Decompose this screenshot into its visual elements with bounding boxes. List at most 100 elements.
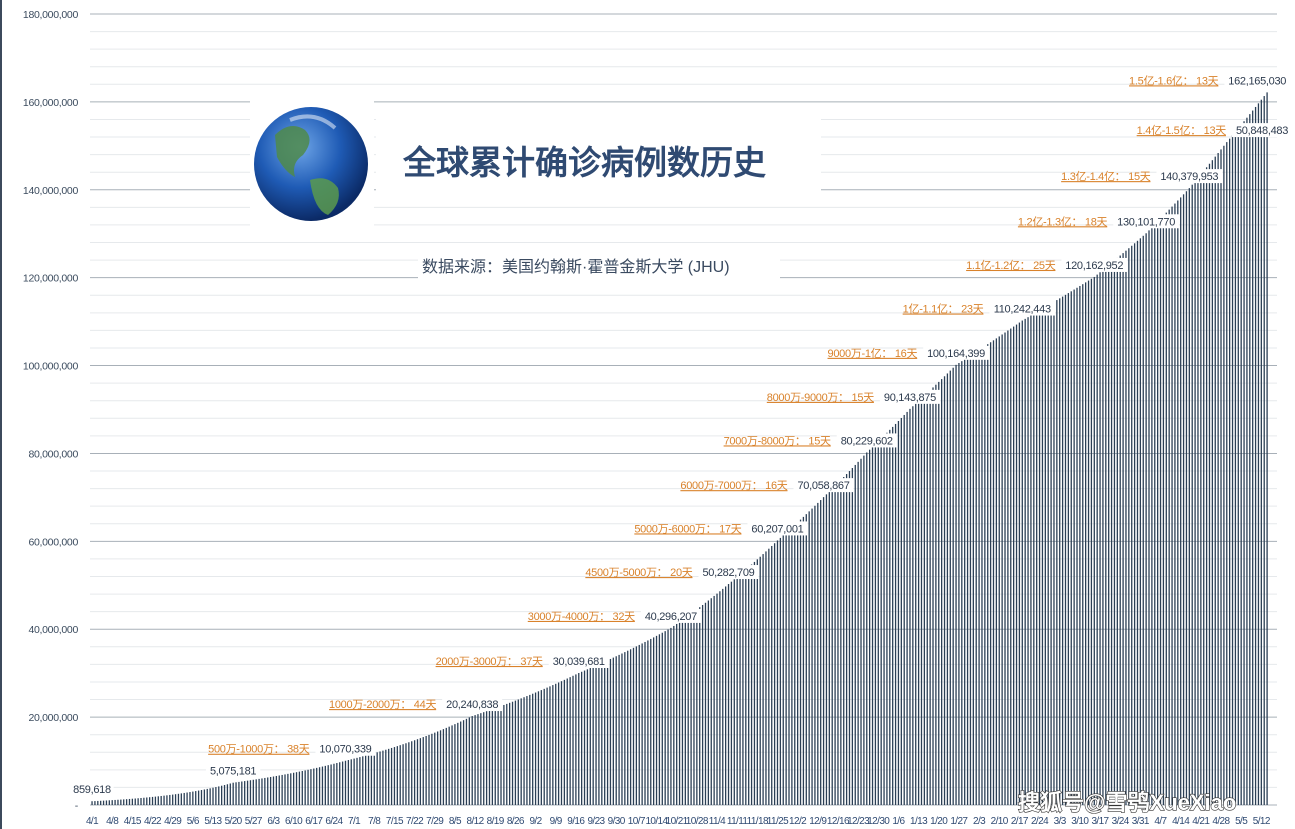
- bar: [854, 464, 856, 805]
- bar: [166, 795, 168, 805]
- bar: [123, 799, 125, 805]
- bar: [313, 768, 315, 805]
- range-label: 9000万-1亿： 16天: [828, 347, 918, 360]
- bar: [923, 395, 926, 805]
- x-tick-label: 8/19: [487, 816, 505, 827]
- bar: [537, 691, 540, 805]
- bar: [635, 646, 638, 805]
- bar: [264, 777, 266, 805]
- bar: [1007, 330, 1009, 805]
- bar: [1059, 298, 1061, 805]
- bar: [552, 685, 554, 805]
- bar: [180, 793, 182, 805]
- bar: [1191, 184, 1193, 805]
- bar: [500, 706, 502, 805]
- x-tick-label: 10/28: [686, 816, 709, 827]
- bar: [592, 666, 594, 805]
- bar: [733, 579, 735, 805]
- bar: [684, 617, 686, 805]
- bar: [759, 556, 761, 805]
- bar: [549, 686, 551, 805]
- bar: [1234, 131, 1237, 806]
- x-tick-label: 9/23: [587, 816, 605, 827]
- bar: [601, 662, 603, 805]
- bar: [437, 731, 439, 805]
- bar: [678, 621, 681, 805]
- range-label: 4500万-5000万： 20天: [585, 567, 692, 579]
- bar: [249, 780, 252, 805]
- bar: [938, 381, 940, 805]
- bar: [333, 763, 335, 805]
- bar: [1263, 96, 1265, 805]
- x-axis: 4/1 4/8 4/15 4/22 4/29 5/6 5/13 5/20 5/27 6/3 6/10…: [86, 816, 1271, 827]
- bar: [206, 788, 208, 805]
- bar: [1096, 274, 1098, 805]
- bar: [1257, 103, 1260, 805]
- bar: [618, 654, 620, 805]
- bar: [975, 351, 977, 805]
- bar: [483, 712, 485, 805]
- data-label: 30,039,681 2000万-3000万： 37天: [436, 653, 609, 668]
- bar: [1093, 276, 1095, 806]
- x-tick-label: 3/24: [1112, 816, 1130, 827]
- bar: [909, 408, 911, 805]
- data-label: 40,296,207 3000万-4000万： 32天: [528, 608, 701, 623]
- bar: [756, 559, 758, 805]
- bar: [546, 687, 548, 805]
- bar: [336, 763, 338, 805]
- bar: [445, 727, 447, 805]
- bar: [1168, 209, 1170, 806]
- bar: [946, 373, 949, 805]
- bar: [725, 586, 727, 805]
- bar: [995, 338, 998, 805]
- value-label: 60,207,001: [751, 523, 803, 535]
- bars: [91, 92, 1268, 806]
- y-tick-label: 20,000,000: [28, 712, 78, 724]
- value-label: 162,165,030: [1228, 75, 1286, 87]
- bar: [1182, 194, 1185, 805]
- bar: [1067, 293, 1070, 805]
- bar: [897, 420, 900, 805]
- bar: [327, 765, 329, 805]
- gridlines: [90, 13, 1277, 806]
- bar: [848, 471, 851, 805]
- bar: [949, 370, 951, 805]
- bar: [491, 709, 494, 805]
- range-label: 8000万-9000万： 15天: [767, 392, 874, 404]
- x-tick-label: 7/29: [426, 816, 444, 827]
- range-label: 500万-1000万： 38天: [208, 744, 310, 756]
- x-tick-label: 5/20: [225, 816, 243, 827]
- bar: [1197, 177, 1199, 805]
- bar: [431, 733, 433, 805]
- value-label: 40,296,207: [645, 611, 697, 623]
- bar: [390, 747, 393, 805]
- bar: [641, 643, 643, 805]
- x-tick-label: 11/18: [747, 816, 769, 827]
- x-tick-label: 4/8: [106, 816, 119, 827]
- bar: [212, 787, 214, 805]
- range-label: 6000万-7000万： 16天: [680, 480, 787, 492]
- bar: [627, 650, 629, 805]
- x-tick-label: 6/17: [305, 816, 323, 827]
- bar: [154, 796, 157, 805]
- bar: [1105, 267, 1107, 805]
- bar: [503, 704, 505, 805]
- bar: [598, 664, 600, 805]
- bar: [851, 468, 854, 805]
- bar: [462, 720, 465, 805]
- x-tick-label: 4/1: [86, 816, 99, 827]
- bar: [1070, 291, 1072, 805]
- x-tick-label: 10/7: [628, 816, 646, 827]
- x-tick-label: 4/15: [124, 816, 142, 827]
- bar: [978, 349, 980, 805]
- bar: [860, 458, 862, 805]
- bar: [128, 798, 131, 805]
- chart-subtitle: 数据来源：美国约翰斯·霍普金斯大学 (JHU): [422, 258, 730, 276]
- bar: [1151, 227, 1153, 805]
- bar: [1203, 170, 1205, 805]
- x-tick-label: 11/25: [767, 816, 789, 827]
- bar: [229, 783, 231, 805]
- bar: [448, 726, 450, 805]
- bar: [1154, 224, 1156, 805]
- bar: [1128, 248, 1130, 805]
